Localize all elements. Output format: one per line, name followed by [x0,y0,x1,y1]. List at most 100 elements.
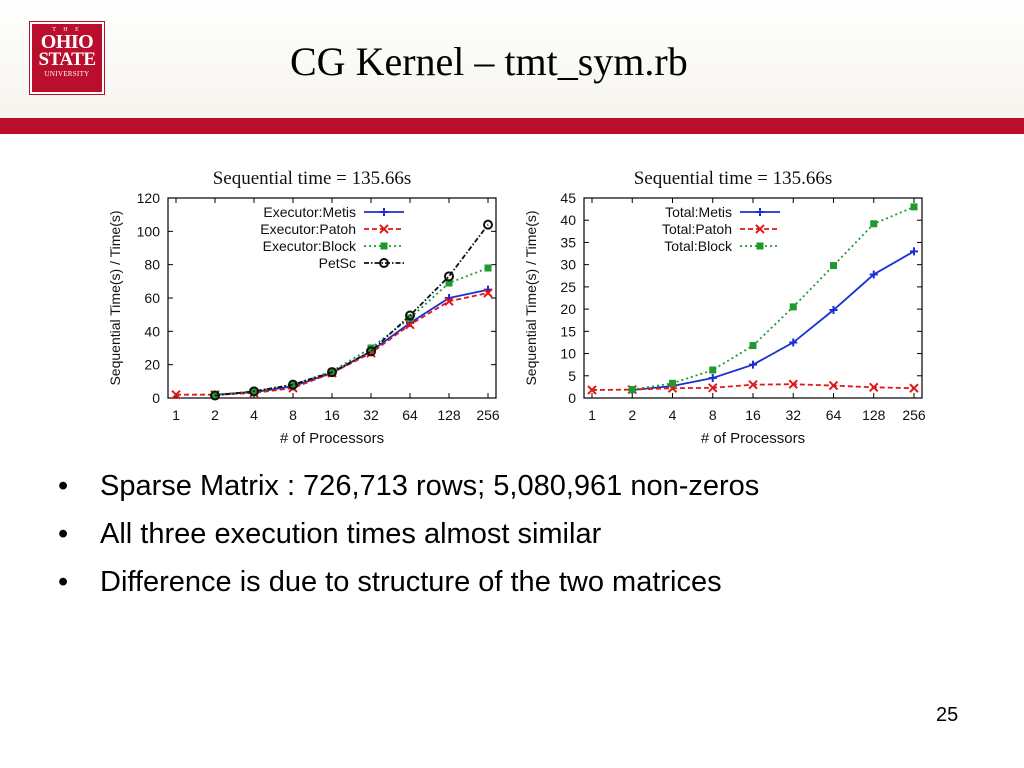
data-point-marker [484,264,492,272]
series-line [632,250,915,391]
x-tick-label: 1 [172,407,180,423]
bullet-marker: • [58,518,69,550]
data-point-marker [327,367,337,378]
x-tick-label: 2 [211,407,219,423]
y-tick-label: 5 [568,368,576,384]
header-divider-bar [0,118,1024,134]
y-tick-label: 0 [152,390,160,406]
data-point-marker [587,385,597,395]
bullet-item: • Sparse Matrix : 726,713 rows; 5,080,96… [58,462,958,510]
chart-title: Sequential time = 135.66s [213,168,412,189]
y-tick-label: 40 [144,323,160,339]
bullet-marker: • [58,566,69,598]
y-tick-label: 120 [137,190,161,206]
x-tick-label: 256 [476,407,500,423]
y-tick-label: 30 [560,257,576,273]
data-point-marker [444,296,454,307]
data-point-marker [628,386,636,394]
series-line [214,288,489,396]
x-axis-label: # of Processors [280,430,384,447]
x-tick-label: 4 [669,407,677,423]
data-point-marker [379,258,389,268]
chart-panel-1: Sequential time = 135.66s 0 20 40 60 80 100 120… [100,158,514,447]
x-tick-label: 128 [862,407,886,423]
data-point-marker [444,271,454,282]
x-tick-label: 8 [709,407,717,423]
slide-title: CG Kernel – tmt_sym.rb [290,39,688,84]
page-number: 25 [936,704,959,726]
data-point-marker [406,314,414,322]
y-tick-label: 100 [137,223,161,239]
data-point-marker [910,247,918,256]
chart-panel-2: Sequential time = 135.66s 0 5 10 15 20 25 30 35 4… [520,158,934,447]
data-point-marker [749,342,757,350]
data-point-marker [445,279,453,287]
data-point-marker [379,224,389,234]
bullet-list: • Sparse Matrix : 726,713 rows; 5,080,96… [58,462,958,606]
series-line [214,224,489,397]
data-point-marker [829,306,838,314]
data-point-marker [828,380,839,391]
charts-frame: Sequential time = 135.66s 0 20 40 60 80 100 120… [100,158,940,458]
legend-label: Executor:Patoh [260,221,356,237]
legend-label: Total:Metis [665,204,732,220]
data-point-marker [910,203,918,211]
x-tick-label: 16 [324,407,340,423]
data-point-marker [756,208,764,216]
y-axis-label: Sequential Time(s) / Time(s) [107,210,123,385]
data-point-marker [669,379,676,387]
data-point-marker [289,381,297,389]
x-axis-label: # of Processors [701,430,805,447]
x-tick-label: 8 [289,407,297,423]
data-point-marker [405,319,415,330]
y-tick-label: 20 [560,301,576,317]
x-tick-label: 4 [250,407,258,423]
legend-label: Total:Patoh [662,221,732,237]
x-tick-label: 64 [826,407,842,423]
x-tick-label: 32 [785,407,801,423]
chart-background [100,158,514,430]
data-point-marker [909,383,919,393]
x-tick-label: 32 [363,407,379,423]
x-tick-label: 128 [437,407,461,423]
bullet-item: • Difference is due to structure of the … [58,558,958,606]
bullet-text: All three execution times almost similar [100,518,602,550]
logo-line-ohio: OHIO [40,31,94,53]
y-tick-label: 0 [568,390,576,406]
y-tick-label: 20 [144,357,160,373]
data-point-marker [405,310,415,321]
legend-label: PetSc [319,255,356,271]
y-tick-label: 10 [560,346,576,362]
x-tick-label: 1 [588,407,596,423]
x-tick-label: 2 [628,407,636,423]
y-tick-label: 15 [560,323,576,339]
y-tick-label: 40 [560,212,576,228]
data-point-marker [708,374,717,382]
data-point-marker [869,382,879,393]
data-point-marker [709,366,717,374]
legend-label: Executor:Block [263,238,357,254]
data-point-marker [380,208,388,216]
y-tick-label: 35 [560,234,576,250]
x-tick-label: 64 [402,407,418,423]
data-point-marker [171,389,181,400]
data-point-marker [380,242,388,250]
data-point-marker [830,262,837,270]
x-tick-label: 16 [745,407,761,423]
data-point-marker [210,390,220,401]
data-point-marker [288,379,298,390]
data-point-marker [869,270,878,279]
y-axis-label: Sequential Time(s) / Time(s) [523,210,539,385]
data-point-marker [748,379,758,390]
data-point-marker [789,303,797,311]
y-tick-label: 25 [560,279,576,295]
logo-line-state: STATE [38,49,97,70]
data-point-marker [870,220,878,228]
data-point-marker [483,219,493,230]
chart-title: Sequential time = 135.66s [634,168,833,189]
data-point-marker [708,383,718,393]
chart-background [520,158,934,430]
logo-line-the: T H E [52,27,82,33]
data-point-marker [366,346,376,357]
data-point-marker [249,386,259,397]
